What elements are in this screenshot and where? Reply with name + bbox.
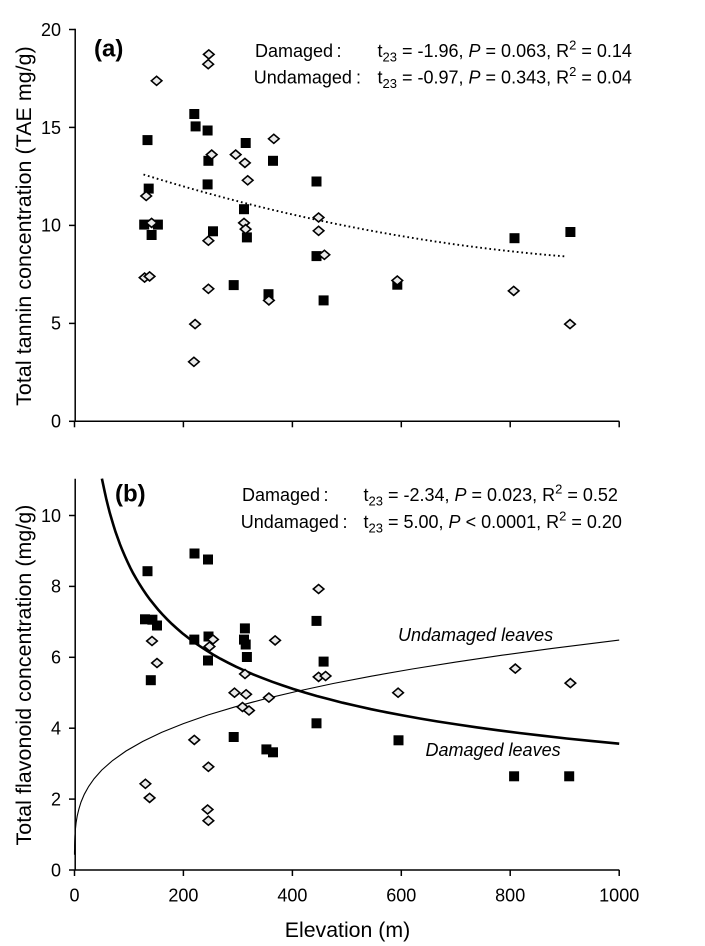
svg-text:Undamaged:t23 = -0.97, P = 0.3: Undamaged: t23 = -0.97, P = 0.343, R2 = 0… [254, 64, 632, 91]
svg-text:10: 10 [41, 216, 61, 236]
svg-text:Undamaged:t23 = 5.00, P < 0.00: Undamaged: t23 = 5.00, P < 0.0001, R2 = 0… [241, 509, 622, 536]
svg-text:(a): (a) [94, 36, 123, 63]
svg-text:Total flavonoid concentration: Total flavonoid concentration (mg/g) [12, 505, 36, 846]
svg-text:Elevation (m): Elevation (m) [285, 918, 410, 942]
svg-text:0: 0 [51, 860, 61, 880]
svg-text:800: 800 [495, 886, 525, 906]
svg-text:600: 600 [386, 886, 416, 906]
svg-text:20: 20 [41, 20, 61, 40]
svg-text:15: 15 [41, 118, 61, 138]
svg-text:10: 10 [41, 506, 61, 526]
svg-text:200: 200 [168, 886, 198, 906]
svg-text:Damaged leaves: Damaged leaves [426, 740, 561, 760]
svg-text:2: 2 [51, 789, 61, 809]
svg-text:4: 4 [51, 719, 61, 739]
svg-text:5: 5 [51, 314, 61, 334]
svg-text:6: 6 [51, 648, 61, 668]
svg-text:Undamaged leaves: Undamaged leaves [398, 625, 553, 645]
svg-text:(b): (b) [115, 481, 146, 508]
svg-text:0: 0 [51, 412, 61, 432]
svg-text:1000: 1000 [599, 886, 639, 906]
svg-text:Damaged:t23 = -1.96, P = 0.063: Damaged: t23 = -1.96, P = 0.063, R2 = 0.1… [255, 38, 632, 65]
svg-text:Damaged:t23 = -2.34, P = 0.023: Damaged: t23 = -2.34, P = 0.023, R2 = 0.5… [242, 482, 618, 509]
svg-text:0: 0 [69, 886, 79, 906]
svg-text:400: 400 [277, 886, 307, 906]
svg-text:Total tannin concentration (TA: Total tannin concentration (TAE mg/g) [12, 46, 36, 406]
svg-text:8: 8 [51, 577, 61, 597]
